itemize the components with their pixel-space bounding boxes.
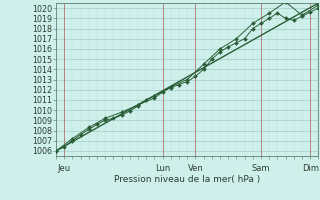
X-axis label: Pression niveau de la mer( hPa ): Pression niveau de la mer( hPa ) [114,175,260,184]
